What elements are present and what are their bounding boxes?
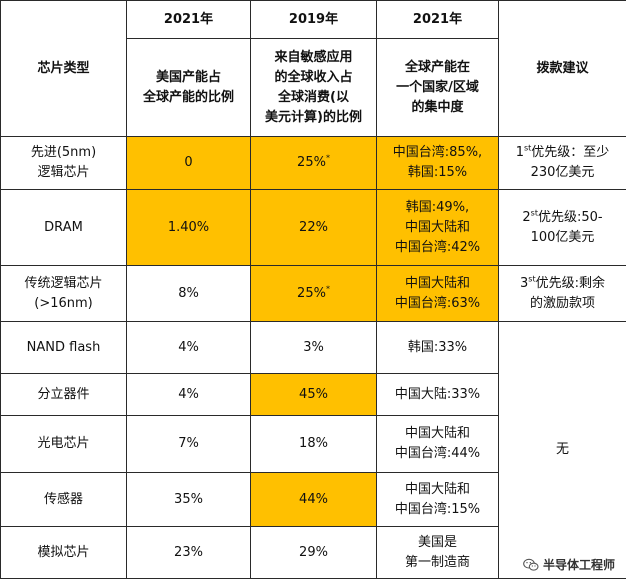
- table-row: 传统逻辑芯片 (>16nm) 8% 25%* 中国大陆和 中国台湾:63% 3s…: [0, 265, 626, 322]
- priority-cell: 2st优先级:50- 100亿美元: [498, 189, 626, 266]
- footnote-marker: *: [325, 284, 330, 294]
- concentration-cell: 美国是 第一制造商: [376, 526, 499, 579]
- table-row: 先进(5nm) 逻辑芯片 0 25%* 中国台湾:85%, 韩国:15% 1st…: [0, 136, 626, 190]
- concentration-cell: 中国大陆和 中国台湾:44%: [376, 415, 499, 473]
- us-share-cell: 0: [126, 136, 251, 190]
- chip-type-cell: DRAM: [0, 189, 127, 266]
- concentration-cell: 中国大陆和 中国台湾:63%: [376, 265, 499, 322]
- revenue-value: 45%: [299, 386, 328, 402]
- no-priority-cell: 无: [498, 321, 626, 579]
- priority-cell: 1st优先级：至少 230亿美元: [498, 136, 626, 190]
- watermark-text: 半导体工程师: [542, 558, 615, 572]
- watermark: 半导体工程师: [519, 555, 618, 574]
- priority-rank-suffix: st: [523, 143, 532, 153]
- us-share-cell: 1.40%: [126, 189, 251, 266]
- chip-type-cell: 分立器件: [0, 373, 127, 416]
- us-share-cell: 23%: [126, 526, 251, 579]
- table-row: 模拟芯片 23% 29% 美国是 第一制造商: [0, 526, 626, 579]
- revenue-value: 25%: [297, 155, 326, 170]
- table-row: DRAM 1.40% 22% 韩国:49%, 中国大陆和 中国台湾:42% 2s…: [0, 189, 626, 266]
- chip-type-cell: NAND flash: [0, 321, 127, 374]
- revenue-value: 44%: [299, 491, 328, 507]
- priority-rank: 2: [522, 209, 531, 225]
- us-share-cell: 8%: [126, 265, 251, 322]
- revenue-value: 29%: [299, 544, 328, 560]
- table-row: NAND flash 4% 3% 韩国:33% 无: [0, 321, 626, 579]
- priority-text: 优先级:剩余 的激励款项: [529, 275, 605, 311]
- priority-rank-suffix: st: [528, 274, 536, 284]
- concentration-cell: 中国台湾:85%, 韩国:15%: [376, 136, 499, 190]
- priority-rank: 3: [520, 275, 529, 291]
- header-chip-type: 芯片类型: [0, 0, 127, 137]
- header-concentration: 全球产能在 一个国家/区域 的集中度: [376, 38, 499, 137]
- chip-type-cell: 光电芯片: [0, 415, 127, 473]
- revenue-cell: 25%*: [250, 136, 377, 190]
- revenue-cell: 22%: [250, 189, 377, 266]
- chip-type-cell: 模拟芯片: [0, 526, 127, 579]
- concentration-cell: 中国大陆和 中国台湾:15%: [376, 472, 499, 527]
- header-row-desc: 美国产能占 全球产能的比例 来自敏感应用 的全球收入占 全球消费(以 美元计算)…: [1, 38, 626, 137]
- revenue-value: 18%: [299, 436, 328, 451]
- us-share-cell: 35%: [126, 472, 251, 527]
- revenue-value: 25%: [297, 285, 326, 301]
- concentration-cell: 韩国:33%: [376, 321, 499, 374]
- header-year-revenue: 2019年: [250, 0, 377, 39]
- priority-text: 优先级：至少 230亿美元: [530, 145, 610, 180]
- priority-rank-suffix: st: [530, 208, 538, 218]
- revenue-cell: 25%*: [250, 265, 377, 322]
- chip-type-cell: 传感器: [0, 472, 127, 527]
- concentration-cell: 中国大陆:33%: [376, 373, 499, 416]
- concentration-cell: 韩国:49%, 中国大陆和 中国台湾:42%: [376, 189, 499, 266]
- us-share-cell: 4%: [126, 321, 251, 374]
- header-revenue: 来自敏感应用 的全球收入占 全球消费(以 美元计算)的比例: [250, 38, 377, 137]
- priority-cell: 3st优先级:剩余 的激励款项: [498, 265, 626, 322]
- revenue-cell: 29%: [250, 526, 377, 579]
- us-share-cell: 4%: [126, 373, 251, 416]
- us-share-cell: 7%: [126, 415, 251, 473]
- revenue-cell: 44%: [250, 472, 377, 527]
- header-us-share: 美国产能占 全球产能的比例: [126, 38, 251, 137]
- priority-rank: 1: [515, 145, 524, 160]
- header-year-us-share: 2021年: [126, 0, 251, 39]
- footnote-marker: *: [325, 153, 330, 163]
- header-row-year: 芯片类型 2021年 2019年 2021年 拨款建议: [0, 0, 626, 137]
- revenue-cell: 3%: [250, 321, 377, 374]
- header-year-concentration: 2021年: [376, 0, 499, 39]
- revenue-value: 3%: [303, 339, 324, 355]
- chip-type-cell: 传统逻辑芯片 (>16nm): [0, 265, 127, 322]
- header-funding: 拨款建议: [498, 0, 626, 137]
- priority-text: 优先级:50- 100亿美元: [530, 209, 603, 245]
- wechat-icon: [523, 558, 539, 571]
- revenue-cell: 45%: [250, 373, 377, 416]
- revenue-value: 22%: [299, 219, 328, 235]
- chip-type-cell: 先进(5nm) 逻辑芯片: [0, 136, 127, 190]
- revenue-cell: 18%: [250, 415, 377, 473]
